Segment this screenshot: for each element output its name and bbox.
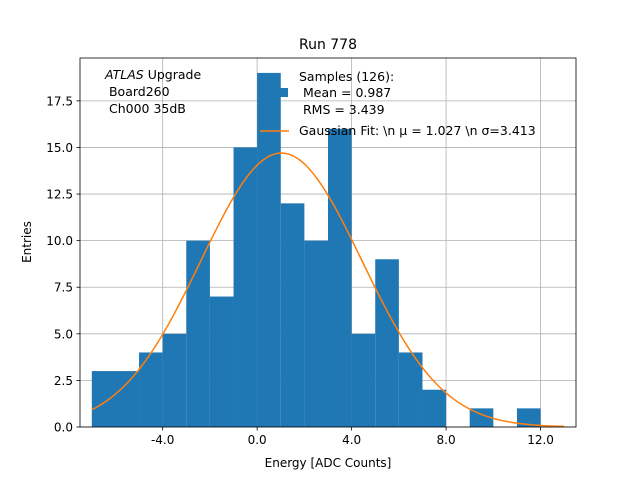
histogram-bar [469,408,494,427]
plot-frame [79,57,577,428]
histogram-bar [375,259,399,427]
histogram-bar [186,240,210,427]
legend-samples-line-1: Samples (126): [299,69,394,84]
annotation-line-3: Ch000 35dB [105,101,186,116]
histogram-bar [328,128,352,427]
x-tick-label: 0.0 [248,433,267,447]
gaussian-fit-curve [91,152,565,428]
y-tick-label: 0.0 [54,421,73,435]
histogram-bar [280,203,305,427]
histogram-bar [398,352,423,427]
histogram-bar [351,333,376,427]
histogram-bar [257,72,281,427]
y-tick-label: 5.0 [54,327,73,341]
y-axis-label: Entries [20,221,34,263]
y-tick-label: 10.0 [46,234,73,248]
annotation-atlas: ATLAS [104,67,144,82]
atlas-annotation: ATLAS Upgrade Board260 Ch000 35dB [104,67,201,116]
histogram-bar [422,389,447,427]
annotation-upgrade: Upgrade [144,67,202,82]
histogram-bar [516,408,541,427]
legend-fit-label: Gaussian Fit: \n μ = 1.027 \n σ=3.413 [299,123,536,138]
legend-histogram-swatch [261,88,288,97]
legend-samples-line-3: RMS = 3.439 [299,102,385,117]
histogram-bar [91,371,140,427]
histogram-bar [139,352,163,427]
y-axis-ticks: 0.0 2.5 5.0 7.5 10.0 12.5 15.0 17.5 [46,94,80,435]
x-tick-label: 4.0 [342,433,361,447]
x-axis-ticks: -4.0 0.0 4.0 8.0 12.0 [151,427,554,447]
histogram-bar [304,240,328,427]
y-tick-label: 17.5 [46,94,73,108]
x-tick-label: 12.0 [527,433,554,447]
annotation-line-1: ATLAS Upgrade [104,67,201,82]
histogram-bars [91,72,541,428]
x-axis-label: Energy [ADC Counts] [265,456,392,470]
legend-samples-line-2: Mean = 0.987 [299,85,391,100]
legend: Samples (126): Mean = 0.987 RMS = 3.439 … [260,69,536,138]
y-tick-label: 2.5 [54,374,73,388]
histogram-bar [162,333,187,427]
histogram-bar [233,147,258,428]
histogram-bar [209,296,234,427]
annotation-line-2: Board260 [105,84,170,99]
x-tick-label: 8.0 [437,433,456,447]
y-tick-label: 12.5 [46,188,73,202]
y-tick-label: 15.0 [46,141,73,155]
x-tick-label: -4.0 [151,433,174,447]
chart-title: Run 778 [299,37,357,53]
y-tick-label: 7.5 [54,281,73,295]
